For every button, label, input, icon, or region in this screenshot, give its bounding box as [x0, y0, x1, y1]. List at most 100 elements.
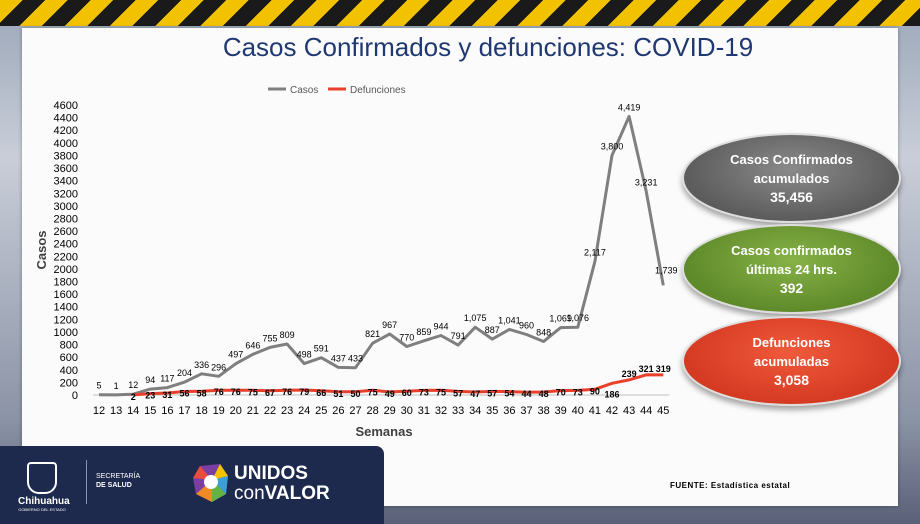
casos-acumulados-bubble: Casos Confirmados acumulados 35,456 [682, 133, 901, 223]
data-label: 497 [228, 350, 243, 360]
data-label: 94 [145, 375, 155, 385]
bubble-label: Casos Confirmados [730, 151, 853, 167]
x-tick-label: 16 [161, 405, 173, 417]
bubble-label: últimas 24 hrs. [745, 261, 838, 277]
data-label: 5 [96, 381, 101, 391]
data-label: 3,231 [635, 177, 658, 187]
data-label: 66 [316, 388, 326, 398]
data-label: 58 [197, 388, 207, 398]
data-label: 79 [299, 387, 309, 397]
x-tick-label: 19 [213, 405, 225, 417]
data-label: 76 [231, 387, 241, 397]
state-name: Chihuahua [18, 496, 70, 507]
data-label: 2 [131, 392, 136, 402]
data-label: 791 [451, 331, 466, 341]
unidos-text: UNIDOS [234, 463, 308, 484]
chihuahua-logo: Chihuahua GOBIERNO DEL ESTADO [18, 462, 70, 512]
x-tick-label: 26 [332, 405, 344, 417]
y-tick-label: 1600 [54, 289, 78, 301]
data-label: 76 [282, 387, 292, 397]
x-tick-label: 21 [247, 405, 259, 417]
data-label: 887 [485, 325, 500, 335]
footer-bar [0, 446, 384, 524]
x-tick-label: 34 [469, 405, 481, 417]
defunciones-acumuladas-bubble: Defunciones acumuladas 3,058 [682, 316, 901, 406]
bubble-value: 3,058 [773, 371, 810, 388]
data-label: 75 [248, 387, 258, 397]
y-tick-label: 2600 [54, 226, 78, 238]
data-label: 498 [297, 350, 312, 360]
data-label: 12 [128, 380, 138, 390]
legend-label: Defunciones [350, 85, 406, 96]
data-label: 319 [656, 364, 671, 374]
data-label: 4,419 [618, 102, 641, 112]
data-label: 848 [536, 328, 551, 338]
footer-divider [86, 460, 87, 504]
y-tick-label: 600 [60, 352, 78, 364]
chart-title: Casos Confirmados y defunciones: COVID-1… [222, 32, 754, 62]
x-tick-label: 18 [195, 405, 207, 417]
x-tick-label: 27 [349, 405, 361, 417]
data-label: 1,075 [464, 313, 487, 323]
secretaria-line1: SECRETARÍA [96, 473, 141, 480]
data-label: 67 [265, 388, 275, 398]
x-tick-label: 15 [144, 405, 156, 417]
data-label: 73 [573, 387, 583, 397]
data-label: 3,800 [601, 141, 624, 151]
data-label: 321 [639, 364, 654, 374]
data-label: 809 [280, 330, 295, 340]
data-label: 57 [453, 388, 463, 398]
bubble-label: Defunciones [752, 334, 831, 350]
data-label: 44 [521, 389, 531, 399]
data-label: 204 [177, 368, 192, 378]
x-tick-label: 22 [264, 405, 276, 417]
data-label: 75 [436, 387, 446, 397]
con-text: con [234, 483, 265, 504]
data-label: 76 [214, 387, 224, 397]
source-note: FUENTE: Estadística estatal [670, 481, 791, 490]
y-tick-label: 400 [60, 365, 78, 377]
bubble-value: 392 [779, 279, 804, 296]
x-tick-label: 17 [178, 405, 190, 417]
y-tick-label: 1000 [54, 327, 78, 339]
shield-icon [27, 462, 57, 494]
y-tick-label: 1800 [54, 277, 78, 289]
y-axis-title: Casos [34, 230, 49, 269]
secretaria-line2: DE SALUD [96, 482, 132, 489]
x-tick-label: 40 [572, 405, 584, 417]
bubble-label: Casos confirmados [731, 242, 852, 258]
data-label: 967 [382, 320, 397, 330]
x-tick-label: 23 [281, 405, 293, 417]
data-label: 1,041 [498, 315, 521, 325]
data-label: 51 [333, 389, 343, 399]
data-label: 117 [160, 374, 174, 384]
y-tick-label: 2400 [54, 239, 78, 251]
legend-label: Casos [290, 85, 318, 96]
data-label: 47 [470, 389, 480, 399]
data-label: 70 [556, 388, 566, 398]
data-label: 1 [114, 381, 119, 391]
data-label: 186 [604, 389, 619, 399]
data-label: 73 [419, 387, 429, 397]
y-tick-label: 3600 [54, 163, 78, 175]
data-label: 433 [348, 354, 363, 364]
x-tick-label: 28 [366, 405, 378, 417]
data-label: 336 [194, 360, 209, 370]
data-label: 646 [245, 340, 260, 350]
x-tick-label: 20 [230, 405, 242, 417]
data-label: 75 [368, 387, 378, 397]
x-tick-label: 31 [418, 405, 430, 417]
data-label: 437 [331, 353, 346, 363]
x-tick-label: 36 [503, 405, 515, 417]
x-tick-label: 44 [640, 405, 652, 417]
valor-text: VALOR [264, 483, 330, 504]
unidos-con-valor-logo: UNIDOS conVALOR [234, 464, 330, 504]
x-axis-title: Semanas [355, 424, 412, 439]
x-tick-label: 13 [110, 405, 122, 417]
x-tick-label: 38 [537, 405, 549, 417]
data-label: 944 [433, 321, 448, 331]
bubble-value: 35,456 [770, 188, 813, 205]
y-tick-label: 3400 [54, 176, 78, 188]
y-tick-label: 200 [60, 377, 78, 389]
